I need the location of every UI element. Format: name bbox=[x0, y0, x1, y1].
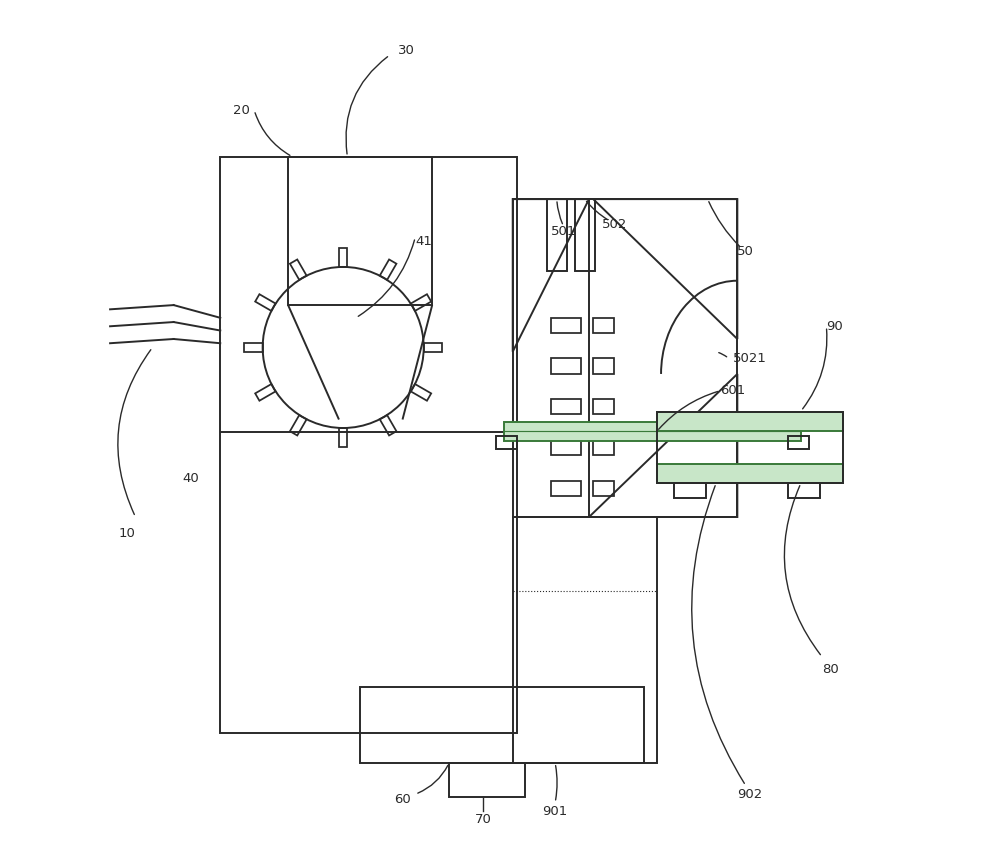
Text: 501: 501 bbox=[551, 225, 576, 238]
Text: 902: 902 bbox=[737, 788, 763, 800]
Bar bbox=[551, 359, 581, 374]
Bar bbox=[513, 517, 657, 763]
Bar bbox=[449, 763, 525, 797]
Bar bbox=[547, 199, 567, 271]
Bar bbox=[496, 437, 517, 449]
Bar bbox=[593, 359, 614, 374]
Text: 40: 40 bbox=[182, 473, 199, 485]
Bar bbox=[657, 465, 843, 483]
Text: 80: 80 bbox=[822, 663, 839, 676]
Text: 601: 601 bbox=[720, 384, 746, 397]
Text: 502: 502 bbox=[602, 218, 627, 231]
Text: 30: 30 bbox=[398, 45, 415, 57]
Text: 10: 10 bbox=[119, 527, 135, 540]
Bar bbox=[788, 437, 809, 449]
Bar bbox=[674, 483, 706, 498]
Bar bbox=[657, 412, 843, 483]
Bar bbox=[288, 157, 432, 305]
Bar bbox=[593, 399, 614, 414]
Bar bbox=[551, 399, 581, 414]
Text: 60: 60 bbox=[394, 793, 411, 805]
Bar bbox=[360, 687, 644, 763]
Bar bbox=[551, 480, 581, 496]
Text: 90: 90 bbox=[826, 320, 843, 333]
Bar bbox=[657, 412, 843, 431]
Bar bbox=[593, 440, 614, 455]
Text: 50: 50 bbox=[737, 245, 754, 259]
Text: 41: 41 bbox=[415, 235, 432, 248]
Bar bbox=[788, 483, 820, 498]
Bar bbox=[513, 199, 737, 517]
Bar bbox=[575, 199, 595, 271]
Bar bbox=[551, 440, 581, 455]
Bar bbox=[220, 157, 517, 733]
Bar bbox=[593, 480, 614, 496]
Text: 70: 70 bbox=[475, 813, 491, 826]
Bar bbox=[593, 318, 614, 333]
Bar bbox=[504, 422, 801, 441]
Text: 20: 20 bbox=[233, 104, 250, 116]
Bar bbox=[551, 318, 581, 333]
Text: 901: 901 bbox=[542, 805, 568, 817]
Text: 5021: 5021 bbox=[733, 352, 767, 365]
